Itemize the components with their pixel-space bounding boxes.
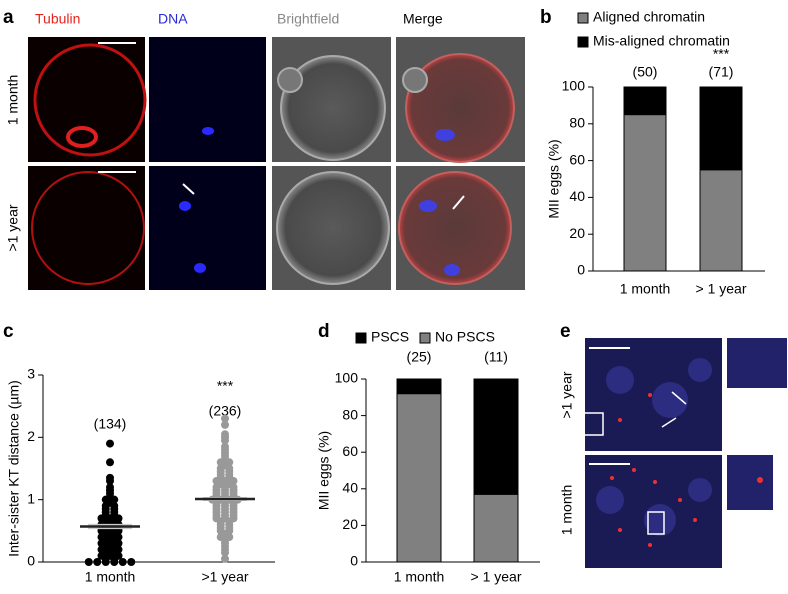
y-axis-label: MII eggs (%) [316,431,332,510]
count-label: (71) [709,64,734,80]
bar-segment [699,169,743,272]
panel-label: e [560,321,571,342]
y-axis-label: Inter-sister KT distance (µm) [6,380,22,557]
count-label: (11) [484,349,508,365]
bar-segment [473,378,519,495]
x-tick-label: 1 month [620,281,671,297]
data-point [84,558,93,566]
y-tick-label: 80 [569,115,585,131]
bar-segment [699,86,743,171]
x-tick-label: > 1 year [471,569,522,585]
y-tick-label: 40 [342,480,358,496]
y-tick-label: 0 [27,553,35,569]
count-label: (25) [407,349,432,365]
data-point [221,554,229,563]
bar-segment [396,378,442,395]
column-label: Tubulin [35,11,80,27]
x-tick-label: 1 month [85,569,136,585]
count-label: (236) [209,403,242,419]
panel-label: b [540,7,552,28]
column-label: Brightfield [277,11,339,27]
bar-segment [396,393,442,563]
data-point [106,473,114,482]
x-tick-label: > 1 year [696,281,747,297]
y-tick-label: 1 [27,490,35,506]
legend-label: No PSCS [435,329,495,345]
data-point [221,420,229,429]
row-label: 1 month [5,75,21,126]
count-label: (50) [633,64,658,80]
legend-swatch [419,332,431,344]
legend-swatch [577,12,589,24]
legend-label: Aligned chromatin [593,9,705,25]
y-tick-label: 100 [335,370,359,386]
column-label: DNA [158,11,188,27]
y-tick-label: 60 [342,443,358,459]
bar-segment [623,114,667,272]
significance: *** [217,378,234,394]
legend-swatch [355,332,367,344]
column-label: Merge [403,11,443,27]
y-tick-label: 80 [342,406,358,422]
y-tick-label: 20 [569,225,585,241]
data-point [118,558,127,566]
data-point [221,430,229,439]
bar-segment [623,86,667,116]
panel-label: c [3,321,14,342]
count-label: (134) [94,416,127,432]
data-point [93,558,102,566]
y-tick-label: 3 [27,366,35,382]
data-point [106,458,114,467]
data-point [127,558,136,566]
row-label: >1 year [5,204,21,251]
bar-segment [473,493,519,563]
y-axis-label: MII eggs (%) [546,139,562,218]
data-point [221,442,229,451]
row-label: 1 month [559,485,575,536]
y-tick-label: 40 [569,188,585,204]
data-point [106,483,114,492]
panel-label: a [3,7,14,28]
x-tick-label: 1 month [394,569,445,585]
data-point [106,439,114,448]
x-tick-label: >1 year [201,569,248,585]
y-tick-label: 0 [350,553,358,569]
data-point [221,414,229,423]
micrographs-a [28,37,525,290]
panel-label: d [318,321,330,342]
y-tick-label: 0 [577,262,585,278]
legend-label: Mis-aligned chromatin [593,33,730,49]
y-tick-label: 100 [562,78,586,94]
significance: *** [713,46,730,62]
legend-label: PSCS [371,329,409,345]
micrographs-e [582,338,787,568]
y-tick-label: 2 [27,428,35,444]
row-label: >1 year [559,371,575,418]
legend-swatch [577,36,589,48]
y-tick-label: 20 [342,516,358,532]
y-tick-label: 60 [569,151,585,167]
